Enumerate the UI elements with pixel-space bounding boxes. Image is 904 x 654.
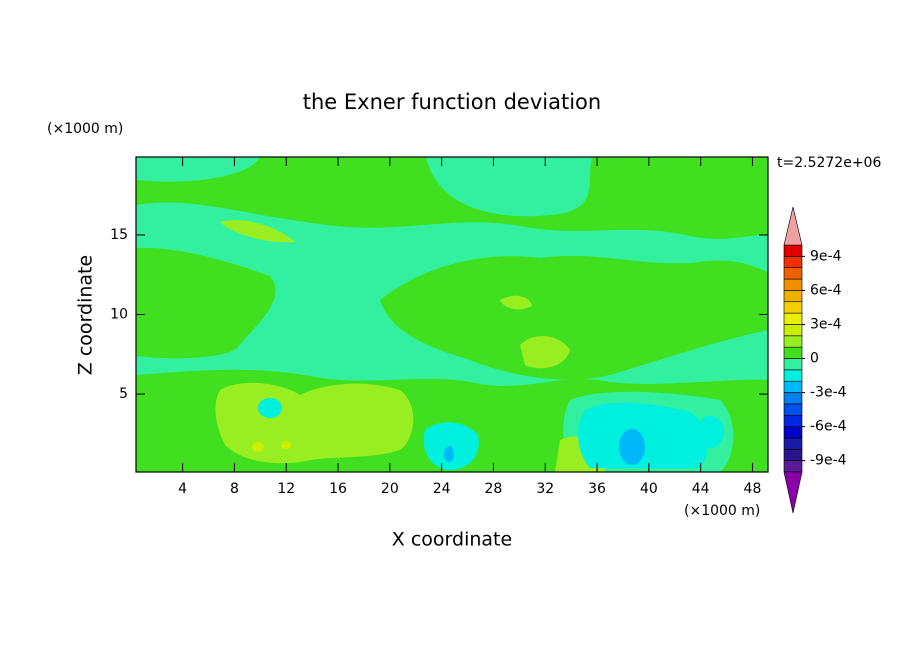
field-region — [252, 442, 264, 452]
x-tick-label: 28 — [485, 481, 503, 497]
colorbar-tick-label: 0 — [810, 351, 819, 367]
colorbar-band — [783, 426, 803, 439]
y-tick-label: 15 — [110, 227, 128, 243]
colorbar-band — [783, 267, 803, 280]
colorbar-band — [783, 335, 803, 348]
colorbar-band — [783, 460, 803, 473]
field-region — [258, 398, 282, 418]
field-region — [136, 157, 768, 239]
contour-field — [136, 157, 768, 472]
colorbar-tick-label: 3e-4 — [810, 316, 842, 332]
colorbar-band — [783, 290, 803, 303]
colorbar-band — [783, 414, 803, 427]
colorbar-band — [783, 448, 803, 461]
colorbar-band — [783, 369, 803, 382]
field-region — [520, 335, 570, 369]
colorbar-tick-label: -9e-4 — [810, 453, 847, 469]
colorbar-band — [783, 301, 803, 314]
x-tick-label: 40 — [640, 481, 658, 497]
colorbar-under — [783, 471, 803, 514]
x-tick-label: 32 — [536, 481, 554, 497]
field-region — [500, 295, 532, 310]
colorbar-band — [783, 437, 803, 450]
field-region — [619, 429, 645, 465]
colorbar-band — [783, 312, 803, 325]
colorbar-band — [783, 256, 803, 269]
x-tick-label: 16 — [329, 481, 347, 497]
x-tick-label: 44 — [692, 481, 710, 497]
field-region — [380, 255, 768, 380]
colorbar-band — [783, 380, 803, 393]
colorbar-tick-label: -3e-4 — [810, 385, 847, 401]
x-tick-label: 8 — [230, 481, 239, 497]
colorbar-band — [783, 403, 803, 416]
x-tick-label: 48 — [744, 481, 762, 497]
colorbar-over — [783, 206, 803, 246]
field-region — [136, 247, 276, 359]
y-tick-label: 5 — [119, 386, 128, 402]
colorbar-tick-label: -6e-4 — [810, 419, 847, 435]
x-axis-label: X coordinate — [392, 529, 512, 551]
y-tick-label: 10 — [110, 307, 128, 323]
field-region — [220, 220, 295, 243]
x-tick-label: 36 — [588, 481, 606, 497]
x-tick-label: 12 — [277, 481, 295, 497]
chart-title: the Exner function deviation — [303, 90, 601, 114]
field-region — [281, 441, 291, 449]
colorbar-band — [783, 324, 803, 337]
colorbar-band — [783, 346, 803, 359]
colorbar-band — [783, 358, 803, 371]
colorbar-band — [783, 278, 803, 291]
time-label: t=2.5272e+06 — [777, 155, 881, 171]
colorbar-band — [783, 244, 803, 257]
x-tick-label: 20 — [381, 481, 399, 497]
x-tick-label: 24 — [433, 481, 451, 497]
x-unit: (×1000 m) — [684, 503, 760, 519]
field-region — [444, 446, 454, 462]
field-region — [578, 402, 708, 468]
y-axis-label: Z coordinate — [75, 255, 97, 375]
field-region — [215, 382, 414, 464]
colorbar-tick-label: 9e-4 — [810, 248, 842, 264]
y-unit: (×1000 m) — [47, 121, 123, 137]
field-region — [423, 422, 479, 470]
x-tick-label: 4 — [178, 481, 187, 497]
colorbar-tick-label: 6e-4 — [810, 282, 842, 298]
field-region — [696, 416, 724, 448]
colorbar-band — [783, 392, 803, 405]
